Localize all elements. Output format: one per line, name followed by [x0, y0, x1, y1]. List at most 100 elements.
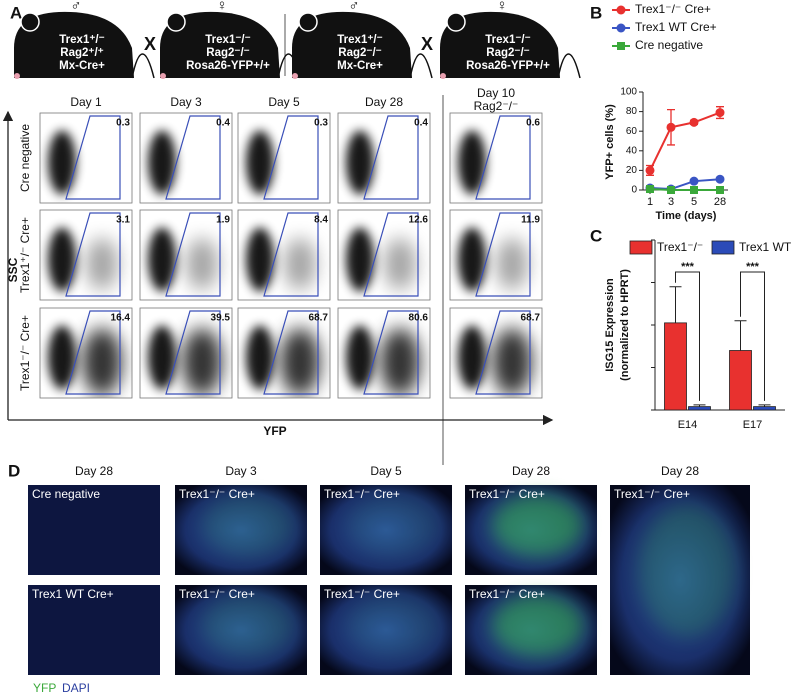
cell-cloud — [148, 227, 176, 292]
flow-plot: 0.4 — [337, 112, 431, 204]
mouse-nose — [14, 73, 20, 79]
axis-label: SSC — [6, 257, 20, 282]
dots — [48, 325, 122, 396]
plot-frame — [337, 209, 431, 301]
legend-label: Cre negative — [635, 38, 703, 52]
dots — [346, 130, 374, 195]
genotype: Trex1⁻/⁻ — [205, 34, 250, 46]
flow-plot: 68.7 — [237, 307, 331, 399]
legend-label: Trex1⁻/⁻ — [657, 240, 703, 254]
flow-plot: 11.9 — [449, 209, 543, 301]
micrograph-label: Trex1 WT Cre+ — [32, 587, 114, 601]
cell-cloud — [82, 328, 122, 396]
panel-label: B — [590, 3, 602, 22]
mouse-ear — [20, 12, 40, 32]
significance-bracket — [675, 271, 700, 401]
cell-cloud — [492, 328, 532, 396]
point — [716, 186, 724, 194]
series-line — [649, 111, 721, 171]
x-axis-label: Time (days) — [656, 210, 717, 222]
gate — [165, 212, 221, 297]
dots — [346, 227, 416, 292]
micrograph — [28, 485, 160, 575]
plot-frame — [139, 209, 233, 301]
mouse-ear — [166, 12, 186, 32]
column-header: Day 10 — [477, 86, 515, 100]
gate — [165, 310, 221, 395]
plot-frame — [449, 112, 543, 204]
mouse-body — [292, 11, 412, 78]
column-header: Day 28 — [365, 95, 403, 109]
column-header: Day 5 — [268, 95, 300, 109]
gate-percent: 0.6 — [526, 118, 540, 129]
row-label: Cre negative — [18, 124, 32, 192]
cell-cloud — [86, 238, 118, 290]
mouse-tail — [557, 53, 581, 79]
column-header: Day 3 — [170, 95, 202, 109]
column-header: Day 3 — [225, 464, 257, 478]
plot-frame — [337, 307, 431, 399]
micrograph-label: Trex1⁻/⁻ Cre+ — [469, 487, 545, 501]
point — [689, 117, 699, 127]
x-tick-label: 1 — [647, 196, 653, 208]
gate — [363, 310, 419, 395]
cell-cloud — [148, 325, 176, 390]
y-tick-label: 40 — [626, 145, 638, 156]
bar — [664, 322, 687, 411]
legend-marker — [616, 5, 626, 15]
genotype: Rag2⁺/⁺ — [60, 47, 103, 59]
column-header: Day 1 — [70, 95, 102, 109]
genotype: Rosa26-YFP+/+ — [466, 60, 550, 72]
sex-symbol: ♀ — [216, 0, 227, 14]
dots — [246, 227, 316, 292]
x-tick-label: 5 — [691, 196, 697, 208]
yfp-signal — [638, 504, 736, 637]
significance: *** — [746, 261, 760, 273]
x-tick-label: 28 — [714, 196, 726, 208]
cell-cloud — [384, 238, 416, 290]
cell-cloud — [380, 328, 420, 396]
gate-percent: 3.1 — [116, 215, 130, 226]
flow-plot: 39.5 — [139, 307, 233, 399]
mouse-tail — [409, 53, 433, 79]
dots — [458, 227, 528, 292]
gate — [65, 212, 121, 297]
dots — [346, 325, 420, 396]
series-line — [649, 178, 721, 191]
point — [715, 174, 725, 184]
gate — [165, 115, 221, 200]
point — [646, 185, 654, 194]
axis-label: YFP — [263, 424, 286, 438]
cell-cloud — [458, 130, 486, 195]
micrograph-label: Cre negative — [32, 487, 100, 501]
x-tick-label: E17 — [743, 419, 763, 431]
flow-plot: 3.1 — [39, 209, 133, 301]
dots — [148, 227, 218, 292]
gate-percent: 12.6 — [409, 215, 429, 226]
gate — [263, 212, 319, 297]
yfp-signal — [491, 494, 584, 557]
gate — [65, 310, 121, 395]
point — [645, 165, 655, 175]
micrograph-label: Trex1⁻/⁻ Cre+ — [469, 587, 545, 601]
cell-cloud — [280, 328, 320, 396]
gate-percent: 80.6 — [409, 313, 429, 324]
plot-frame — [139, 307, 233, 399]
gate-percent: 0.4 — [414, 118, 428, 129]
cell-cloud — [186, 238, 218, 290]
significance: *** — [681, 261, 695, 273]
gate — [363, 212, 419, 297]
micrograph-label: Trex1⁻/⁻ Cre+ — [614, 487, 690, 501]
cell-cloud — [148, 130, 176, 195]
y-axis-label: YFP+ cells (%) — [604, 104, 616, 180]
yfp-signal — [201, 494, 294, 557]
gate — [475, 212, 531, 297]
plot-frame — [449, 307, 543, 399]
flow-plot: 8.4 — [237, 209, 331, 301]
micrograph — [28, 585, 160, 675]
flow-plot: 80.6 — [337, 307, 431, 399]
sex-symbol: ♀ — [496, 0, 507, 14]
plot-frame — [139, 112, 233, 204]
x-tick-label: 3 — [668, 196, 674, 208]
